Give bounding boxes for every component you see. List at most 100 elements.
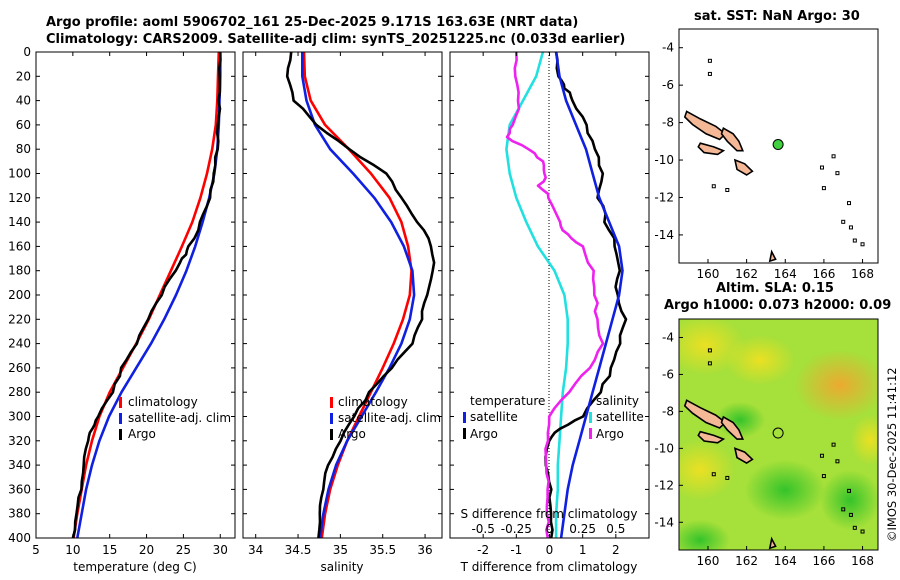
island-outline [733,447,754,465]
x-tick-label: 1 [579,543,587,557]
legend-label-s-argo: Argo [596,427,624,441]
y-tick-label: 240 [8,337,31,351]
series-line-s-argo [505,51,605,539]
islet [819,453,824,458]
temperature-legend: climatology satellite-adj. clim Argo [119,395,231,441]
salinity-panel: 34 34.5 35 35.5 36 salinity climatology sate… [242,51,443,574]
island-outline [768,249,777,263]
sla-map-title-line1: Altim. SLA: 0.15 [716,281,834,296]
x-tick-label: 34.5 [285,543,312,557]
series-line-t-satellite [505,51,569,538]
x-tick-label: 35 [333,543,348,557]
legend-swatch-t-satellite [463,412,466,423]
islet [841,507,846,512]
x-tick-label: 34 [248,543,263,557]
s-axis-tick-label: 0.25 [569,522,596,536]
legend-header-temperature: temperature [470,394,545,408]
map-x-tick-label: 168 [851,267,874,281]
island-outline [733,158,754,176]
map-y-tick-label: -8 [662,116,674,130]
difference-panel: -2 -1 0 1 2 -0.5 -0.25 0 0.25 0.5 S difference f… [449,51,650,574]
y-tick-label: 400 [8,531,31,545]
map-y-tick-label: -12 [654,478,674,492]
y-tick-label: 20 [16,69,31,83]
y-tick-label: 180 [8,264,31,278]
x-tick-label: 35.5 [369,543,396,557]
y-tick-label: 140 [8,215,31,229]
legend-swatch-argo [330,429,333,440]
islet [841,219,846,224]
x-tick-label: 2 [612,543,620,557]
y-tick-label: 300 [8,410,31,424]
map-x-tick-label: 164 [774,267,797,281]
legend-label-climatology: climatology [128,395,198,409]
islet [831,154,836,159]
islet [821,474,826,479]
sst-map-title: sat. SST: NaN Argo: 30 [694,9,860,24]
temperature-panel: 0204060801001201401601802002202402602803… [8,45,649,574]
map-y-tick-label: -4 [662,330,674,344]
island-outline [697,142,726,156]
argo-location-marker [772,139,784,151]
x-tick-label: 15 [102,543,117,557]
island-outline [768,536,777,550]
legend-swatch-t-argo [463,428,466,439]
islet [835,171,840,176]
islet [711,472,716,477]
legend-swatch-satellite [330,413,333,424]
x-tick-label: 30 [213,543,228,557]
x-tick-label: 0 [546,543,554,557]
map-y-tick-label: -14 [654,515,674,529]
islet [835,459,840,464]
t-difference-xlabel: T difference from climatology [460,560,638,574]
y-tick-label: 320 [8,434,31,448]
y-tick-label: 80 [16,142,31,156]
legend-label-argo: Argo [128,427,156,441]
islet [707,361,712,366]
figure-title-line1: Argo profile: aoml 5906702_161 25-Dec-20… [46,15,579,30]
legend-swatch-climatology [119,397,122,408]
y-tick-label: 100 [8,167,31,181]
s-axis-tick-label: 0 [546,522,554,536]
y-tick-label: 380 [8,507,31,521]
legend-label-t-satellite: satellite [470,410,518,424]
y-tick-label: 60 [16,118,31,132]
island-outline [697,430,726,444]
map-y-tick-label: -10 [654,153,674,167]
map-y-tick-label: -8 [662,404,674,418]
s-axis-tick-label: 0.5 [606,522,625,536]
x-tick-label: -1 [510,543,522,557]
legend-swatch-s-satellite [589,412,592,423]
islet [707,71,712,76]
islet [711,184,716,189]
figure-title-line2: Climatology: CARS2009. Satellite-adj cli… [46,32,626,47]
salinity-diff-legend: salinity satellite Argo [589,394,644,441]
series-line-t-satellite-diff [554,51,624,539]
legend-swatch-climatology [330,397,333,408]
salinity-legend: climatology satellite-adj. clim Argo [330,395,441,441]
sst-map-frame [678,28,879,264]
y-tick-label: 120 [8,191,31,205]
sla-map-title-line2: Argo h1000: 0.073 h2000: 0.09 [664,298,892,313]
islet [852,238,857,243]
map-x-tick-label: 166 [812,554,835,568]
y-tick-label: 280 [8,385,31,399]
y-tick-label: 220 [8,312,31,326]
islet [848,512,853,517]
islet [707,348,712,353]
islet [725,475,730,480]
islet [725,187,730,192]
salinity-xlabel: salinity [320,560,363,574]
y-tick-label: 200 [8,288,31,302]
islet [831,442,836,447]
island-outline [720,127,744,152]
map-x-tick-label: 166 [812,267,835,281]
legend-label-t-argo: Argo [470,427,498,441]
x-tick-label: 10 [65,543,80,557]
x-tick-label: 5 [32,543,40,557]
legend-swatch-s-argo [589,428,592,439]
s-axis-tick-label: -0.25 [501,522,532,536]
salinity-axes-frame [242,51,443,539]
map-y-tick-label: -10 [654,441,674,455]
island-outline [683,110,727,141]
